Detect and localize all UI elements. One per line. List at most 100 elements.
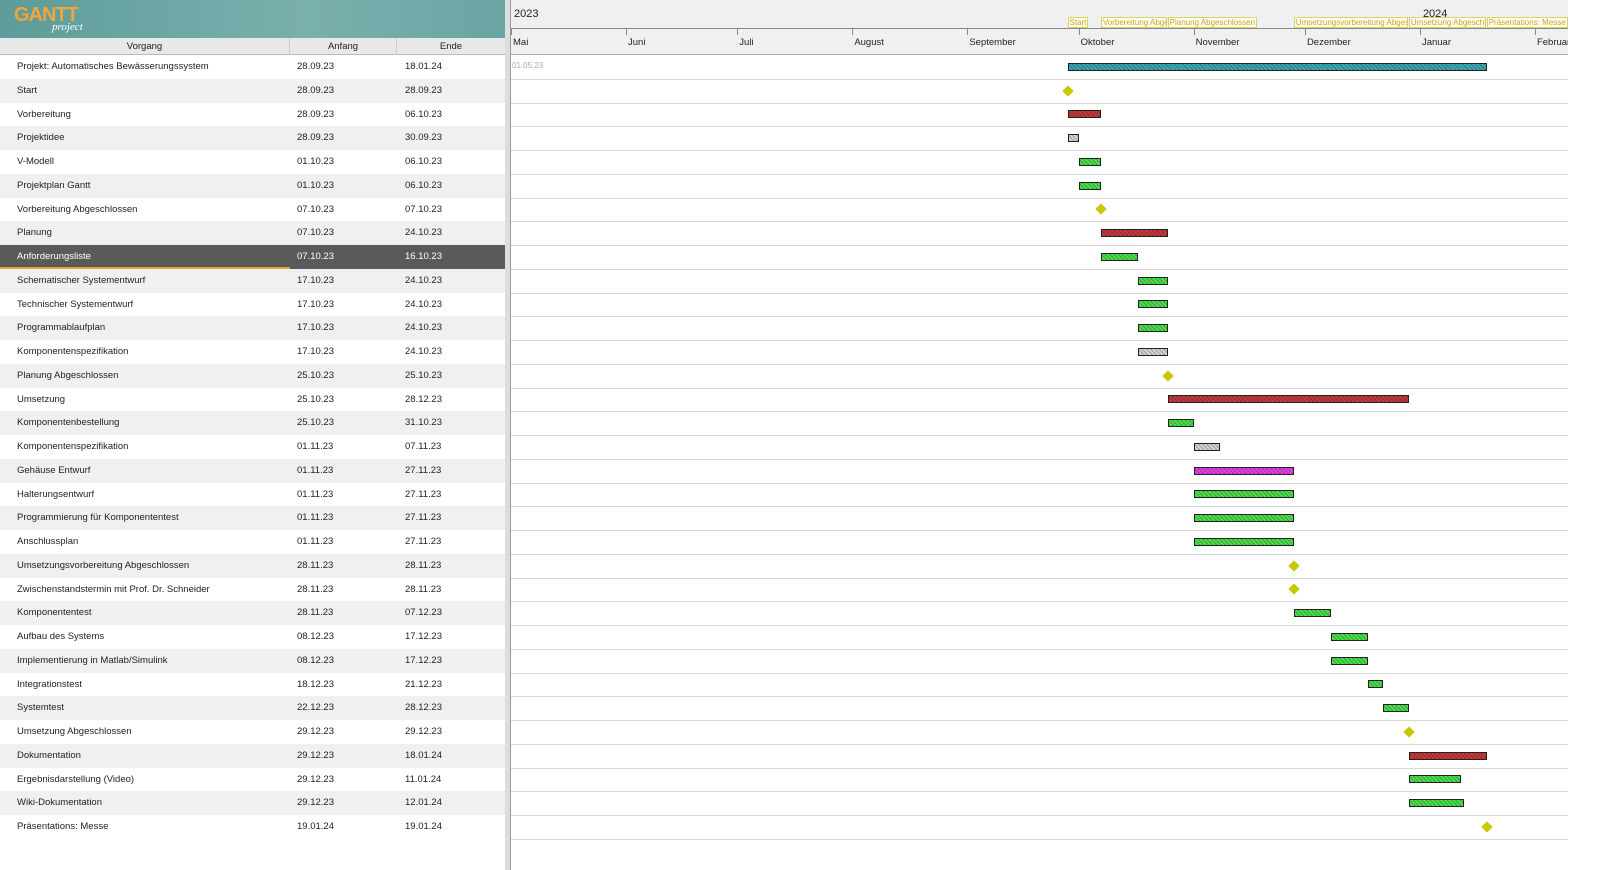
task-bar[interactable] (1078, 181, 1101, 190)
milestone (1403, 726, 1415, 738)
task-row[interactable]: Programmierung für Komponententest 01.11.… (0, 506, 505, 530)
task-name: Umsetzung Abgeschlossen (17, 726, 132, 737)
column-title[interactable]: Anfang (290, 38, 397, 55)
task-bar[interactable] (1067, 134, 1079, 143)
task-name: Vorbereitung Abgeschlossen (17, 203, 138, 215)
task-start: 28.11.23 (297, 559, 334, 571)
task-bar[interactable] (1137, 300, 1168, 309)
task-bar[interactable] (1078, 157, 1101, 166)
task-row[interactable]: Technischer Systementwurf 17.10.23 24.10.2… (0, 292, 505, 317)
logo-banner: GANTT project (0, 0, 505, 38)
task-row[interactable]: Planung Abgeschlossen 25.10.23 25.10.23 (0, 363, 505, 388)
task-bar[interactable] (1193, 514, 1294, 523)
task-bar[interactable] (1193, 466, 1294, 475)
task-row[interactable]: Projektplan Gantt 01.10.23 06.10.23 (0, 173, 505, 198)
task-bar[interactable] (1193, 537, 1294, 546)
milestone (1288, 559, 1300, 572)
task-row[interactable]: Komponentenbestellung 25.10.23 31.10.23 (0, 411, 505, 435)
task-row[interactable]: Präsentations: Messe 19.01.24 19.01.24 (0, 815, 505, 839)
month-tick (737, 29, 739, 35)
task-bar[interactable] (1408, 799, 1465, 808)
task-name: Programmierung für Komponententest (17, 512, 179, 524)
task-bar[interactable] (1408, 775, 1461, 784)
task-row[interactable]: Projekt: Automatisches Bewässerungssyste… (0, 55, 505, 79)
task-name: Vorbereitung (17, 108, 71, 120)
task-row[interactable]: Zwischenstandstermin mit Prof. Dr. Schne… (0, 577, 505, 602)
task-row[interactable]: Planung 07.10.23 24.10.23 (0, 221, 505, 245)
row-line (511, 387, 1568, 389)
task-row[interactable]: Umsetzung 25.10.23 28.12.23 (0, 387, 505, 412)
month-label: Mai (513, 37, 529, 48)
task-bar[interactable] (1137, 324, 1168, 333)
task-bar[interactable] (1167, 419, 1194, 428)
task-row[interactable]: Komponentenspezifikation 17.10.23 24.10.23 (0, 340, 505, 364)
task-row[interactable]: Anforderungsliste 07.10.23 16.10.23 (0, 245, 505, 269)
row-line (511, 411, 1568, 413)
task-row[interactable]: Projektidee 28.09.23 30.09.23 (0, 126, 505, 150)
row-line (511, 577, 1568, 579)
task-row[interactable]: Schematischer Systementwurf 17.10.23 24.10… (0, 268, 505, 293)
task-row[interactable]: Wiki-Dokumentation 29.12.23 12.01.24 (0, 791, 505, 815)
column-title[interactable]: Ende (439, 41, 463, 52)
column-title[interactable]: Vorgang (0, 38, 290, 55)
task-row[interactable]: Aufbau des Systems 08.12.23 17.12.23 (0, 625, 505, 649)
row-line (511, 648, 1568, 650)
task-bar[interactable] (1137, 276, 1168, 285)
task-bar[interactable] (1408, 751, 1487, 760)
task-row[interactable]: Halterungsentwurf 01.11.23 27.11.23 (0, 482, 505, 507)
task-row[interactable]: Implementierung in Matlab/Simulink 08.12.… (0, 648, 505, 673)
task-bar[interactable] (1100, 229, 1168, 238)
splitter[interactable] (505, 0, 510, 870)
task-end: 28.09.23 (405, 84, 442, 96)
task-start: 17.10.23 (297, 322, 334, 334)
task-row[interactable]: Vorbereitung 28.09.23 06.10.23 (0, 102, 505, 127)
task-name: Implementierung in Matlab/Simulink (17, 654, 168, 666)
task-end: 17.12.23 (405, 654, 442, 666)
task-row[interactable]: Vorbereitung Abgeschlossen 07.10.23 07.10.… (0, 197, 505, 222)
task-row[interactable]: Umsetzung Abgeschlossen 29.12.23 29.12.23 (0, 720, 505, 744)
row-line (511, 268, 1568, 270)
task-row[interactable]: Start 28.09.23 28.09.23 (0, 78, 505, 103)
task-name: Integrationstest (17, 678, 82, 690)
task-name: Komponentenspezifikation (17, 441, 129, 452)
task-end: 07.10.23 (405, 203, 442, 215)
task-row[interactable]: Komponententest 28.11.23 07.12.23 (0, 601, 505, 625)
task-bar[interactable] (1193, 442, 1220, 451)
row-line (511, 173, 1568, 175)
task-bar[interactable] (1067, 110, 1101, 119)
task-bar[interactable] (1137, 347, 1168, 356)
task-bar[interactable] (1382, 704, 1409, 713)
task-bar[interactable] (1067, 62, 1487, 71)
task-end: 30.09.23 (405, 132, 442, 144)
task-bar[interactable] (1330, 656, 1368, 665)
task-bar[interactable] (1330, 632, 1368, 641)
task-row[interactable]: Dokumentation 29.12.23 18.01.24 (0, 743, 505, 768)
task-end: 24.10.23 (405, 322, 442, 334)
row-line (511, 601, 1568, 603)
task-start: 17.10.23 (297, 298, 334, 310)
task-end: 24.10.23 (405, 346, 442, 357)
task-row[interactable]: V-Modell 01.10.23 06.10.23 (0, 150, 505, 174)
task-row[interactable]: Gehäuse Entwurf 01.11.23 27.11.23 (0, 458, 505, 483)
row-line (511, 340, 1568, 341)
task-bar[interactable] (1368, 680, 1383, 689)
row-line (511, 553, 1568, 555)
row-line (511, 743, 1568, 745)
task-bar[interactable] (1293, 609, 1331, 618)
task-row[interactable]: Komponentenspezifikation 01.11.23 07.11.23 (0, 435, 505, 459)
task-start: 17.10.23 (297, 274, 334, 286)
task-row[interactable]: Ergebnisdarstellung (Video) 29.12.23 11.01… (0, 767, 505, 792)
task-row[interactable]: Integrationstest 18.12.23 21.12.23 (0, 672, 505, 697)
task-end: 11.01.24 (405, 773, 442, 785)
task-row[interactable]: Systemtest 22.12.23 28.12.23 (0, 696, 505, 720)
task-row[interactable]: Umsetzungsvorbereitung Abgeschlossen 28.1… (0, 553, 505, 578)
task-bar[interactable] (1167, 395, 1409, 404)
task-end: 31.10.23 (405, 417, 442, 429)
task-bar[interactable] (1193, 490, 1294, 499)
task-row[interactable]: Anschlussplan 01.11.23 27.11.23 (0, 530, 505, 554)
task-row[interactable]: Programmablaufplan 17.10.23 24.10.23 (0, 316, 505, 340)
task-end: 19.01.24 (405, 821, 442, 832)
task-bar[interactable] (1100, 252, 1138, 261)
task-start: 07.10.23 (297, 203, 334, 215)
task-start: 25.10.23 (297, 417, 334, 429)
